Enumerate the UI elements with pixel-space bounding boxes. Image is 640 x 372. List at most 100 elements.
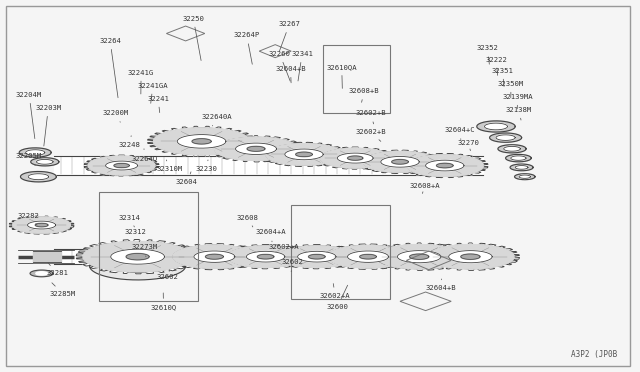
Polygon shape xyxy=(260,142,347,166)
Text: 32352: 32352 xyxy=(477,45,499,64)
Polygon shape xyxy=(410,254,429,259)
Polygon shape xyxy=(148,126,255,157)
Polygon shape xyxy=(308,254,325,259)
Polygon shape xyxy=(76,240,199,274)
Polygon shape xyxy=(19,148,51,157)
Polygon shape xyxy=(36,160,53,164)
Polygon shape xyxy=(154,128,250,155)
Polygon shape xyxy=(360,254,376,259)
Polygon shape xyxy=(376,244,463,269)
Text: 32203M: 32203M xyxy=(35,105,61,146)
Text: 32604+C: 32604+C xyxy=(445,127,476,140)
Polygon shape xyxy=(257,254,274,259)
Text: 32139MA: 32139MA xyxy=(502,94,533,109)
Polygon shape xyxy=(115,260,160,272)
Polygon shape xyxy=(436,163,453,168)
Text: 32200M: 32200M xyxy=(102,110,129,122)
Polygon shape xyxy=(13,217,70,233)
Polygon shape xyxy=(246,251,285,262)
Text: 32241GA: 32241GA xyxy=(138,83,168,103)
Polygon shape xyxy=(484,123,508,130)
Polygon shape xyxy=(278,246,355,267)
Polygon shape xyxy=(266,144,342,165)
Text: 32608+B: 32608+B xyxy=(349,88,380,102)
Polygon shape xyxy=(36,272,47,275)
Polygon shape xyxy=(31,158,59,166)
Text: 32270: 32270 xyxy=(458,140,479,151)
Text: 32602: 32602 xyxy=(282,259,303,272)
Polygon shape xyxy=(209,136,303,162)
Polygon shape xyxy=(316,147,395,169)
Text: 32314: 32314 xyxy=(118,215,140,227)
Polygon shape xyxy=(363,151,437,172)
Polygon shape xyxy=(498,145,526,153)
Bar xyxy=(291,205,390,299)
Text: 32264P: 32264P xyxy=(234,32,260,64)
Polygon shape xyxy=(88,156,155,175)
Text: 32602: 32602 xyxy=(157,270,179,280)
Text: 32273M: 32273M xyxy=(131,244,157,257)
Polygon shape xyxy=(320,148,390,168)
Text: 32604+A: 32604+A xyxy=(256,230,287,242)
Polygon shape xyxy=(227,246,304,267)
Polygon shape xyxy=(323,244,413,269)
Text: 32281: 32281 xyxy=(46,263,68,276)
Text: 322640A: 322640A xyxy=(202,114,232,126)
Polygon shape xyxy=(348,156,363,160)
Polygon shape xyxy=(227,246,304,267)
Text: 32350M: 32350M xyxy=(498,81,524,98)
Text: 32138M: 32138M xyxy=(506,107,532,120)
Polygon shape xyxy=(381,157,419,167)
Polygon shape xyxy=(20,171,56,182)
Polygon shape xyxy=(426,160,464,171)
Bar xyxy=(99,192,198,301)
Polygon shape xyxy=(427,244,514,269)
Polygon shape xyxy=(406,155,483,176)
Text: 32204M: 32204M xyxy=(16,92,42,139)
Polygon shape xyxy=(504,147,520,151)
Polygon shape xyxy=(515,174,535,180)
Polygon shape xyxy=(348,251,388,262)
Polygon shape xyxy=(298,251,336,262)
Polygon shape xyxy=(477,121,515,132)
Polygon shape xyxy=(449,251,492,263)
Polygon shape xyxy=(461,254,480,259)
Polygon shape xyxy=(173,245,256,268)
Polygon shape xyxy=(370,243,468,270)
Polygon shape xyxy=(266,144,342,165)
Text: 32341: 32341 xyxy=(291,51,313,81)
Text: 32600: 32600 xyxy=(326,285,348,310)
Polygon shape xyxy=(285,149,323,160)
Polygon shape xyxy=(376,244,463,269)
Text: 32264: 32264 xyxy=(99,38,121,98)
Text: 32602+B: 32602+B xyxy=(355,110,386,124)
Polygon shape xyxy=(214,137,298,160)
Polygon shape xyxy=(114,163,129,168)
Polygon shape xyxy=(28,174,49,180)
Polygon shape xyxy=(83,241,192,272)
Polygon shape xyxy=(214,137,298,160)
Polygon shape xyxy=(84,155,159,176)
Text: 32250: 32250 xyxy=(182,16,204,61)
Polygon shape xyxy=(192,139,211,144)
Polygon shape xyxy=(358,150,442,173)
Polygon shape xyxy=(490,133,522,142)
Polygon shape xyxy=(511,156,526,160)
Text: 32230: 32230 xyxy=(195,160,217,172)
Text: 32610QA: 32610QA xyxy=(326,64,357,89)
Polygon shape xyxy=(194,251,235,262)
Text: 32602+A: 32602+A xyxy=(320,283,351,299)
Text: 32604+B: 32604+B xyxy=(275,66,306,83)
Polygon shape xyxy=(90,252,186,280)
Text: 32610Q: 32610Q xyxy=(150,293,177,310)
Polygon shape xyxy=(274,244,360,269)
Polygon shape xyxy=(515,166,528,169)
Text: 32282: 32282 xyxy=(18,213,40,225)
Polygon shape xyxy=(320,148,390,168)
Text: 32310M: 32310M xyxy=(157,160,183,172)
Polygon shape xyxy=(328,246,408,268)
Polygon shape xyxy=(13,217,70,233)
Text: 32241: 32241 xyxy=(147,96,169,113)
Text: 32604: 32604 xyxy=(176,172,198,185)
Polygon shape xyxy=(296,152,312,157)
